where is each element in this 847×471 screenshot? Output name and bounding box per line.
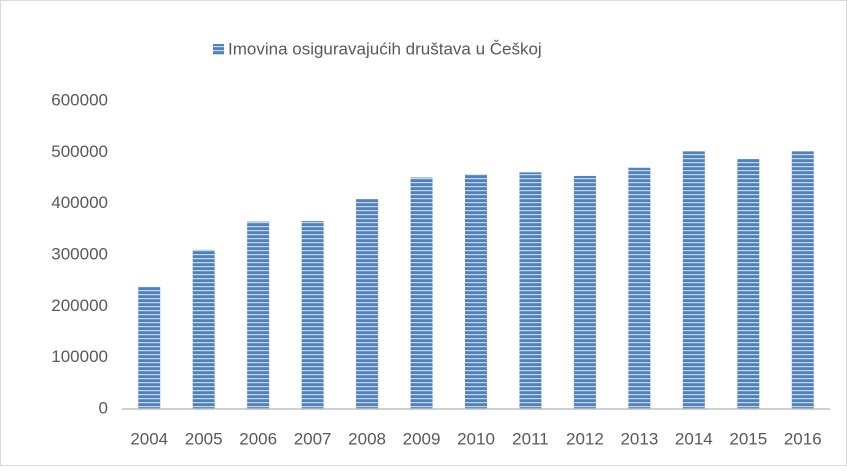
bar xyxy=(192,249,215,409)
bar xyxy=(573,175,596,409)
y-tick-label: 600000 xyxy=(51,90,108,109)
bar xyxy=(682,151,705,409)
x-tick-label: 2006 xyxy=(239,429,277,448)
bar xyxy=(737,159,760,409)
y-tick-label: 200000 xyxy=(51,296,108,315)
bar xyxy=(356,199,379,409)
x-tick-label: 2011 xyxy=(512,429,549,448)
x-tick-label: 2016 xyxy=(784,429,822,448)
x-tick-label: 2005 xyxy=(185,429,223,448)
bar xyxy=(301,221,324,409)
y-tick-label: 0 xyxy=(99,398,108,417)
x-tick-label: 2009 xyxy=(403,429,441,448)
y-tick-label: 400000 xyxy=(51,193,108,212)
x-tick-label: 2004 xyxy=(130,429,168,448)
y-tick-label: 100000 xyxy=(51,347,108,366)
bar xyxy=(791,151,814,409)
bar xyxy=(628,167,651,409)
x-tick-label: 2015 xyxy=(729,429,767,448)
legend-swatch xyxy=(213,44,224,55)
bar xyxy=(247,221,270,409)
x-tick-label: 2014 xyxy=(675,429,713,448)
x-tick-label: 2010 xyxy=(457,429,495,448)
y-tick-label: 300000 xyxy=(51,244,108,263)
bar xyxy=(410,177,433,409)
bar xyxy=(519,172,542,409)
bar xyxy=(138,286,161,409)
x-tick-label: 2012 xyxy=(566,429,604,448)
x-tick-label: 2007 xyxy=(294,429,332,448)
y-tick-label: 500000 xyxy=(51,142,108,161)
bar xyxy=(465,174,487,409)
x-tick-label: 2013 xyxy=(620,429,658,448)
x-tick-label: 2008 xyxy=(348,429,386,448)
legend-label: Imovina osiguravajućih društava u Češkoj xyxy=(228,39,542,58)
